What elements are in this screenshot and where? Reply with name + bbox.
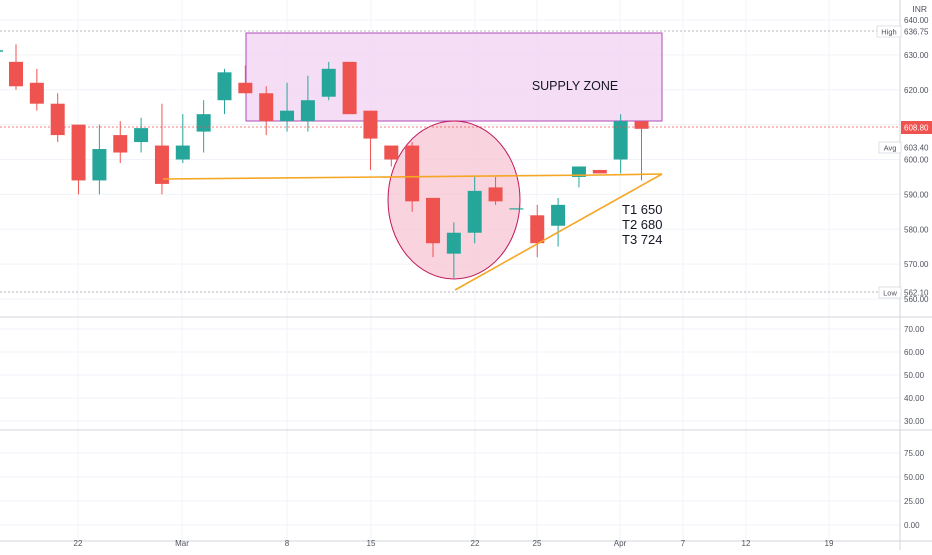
indicator-tick-label: 50.00 bbox=[904, 371, 925, 380]
candle-body bbox=[551, 204, 566, 226]
time-tick-label: 7 bbox=[681, 539, 686, 548]
candle-body bbox=[509, 208, 524, 210]
indicator-tick-label: 60.00 bbox=[904, 348, 925, 357]
price-tick-label: 620.00 bbox=[904, 86, 929, 95]
indicator-tick-label: 40.00 bbox=[904, 394, 925, 403]
rising-trendline bbox=[454, 173, 663, 291]
low-tag: Low 562.10 bbox=[878, 286, 929, 299]
low-tag-label: Low bbox=[883, 289, 897, 298]
time-tick-label: 19 bbox=[825, 539, 834, 548]
price-tick-label: 570.00 bbox=[904, 260, 929, 269]
candle-body bbox=[29, 82, 44, 104]
candle-body bbox=[113, 135, 128, 153]
time-tick-label: 8 bbox=[285, 539, 290, 548]
price-tick-label: 600.00 bbox=[904, 156, 929, 165]
indicator-tick-label: 75.00 bbox=[904, 449, 925, 458]
indicator-tick-label: 30.00 bbox=[904, 417, 925, 426]
candle-body bbox=[592, 169, 607, 174]
candle-body bbox=[342, 61, 357, 115]
time-tick-label: 25 bbox=[533, 539, 542, 548]
high-tag-box bbox=[876, 25, 902, 38]
candle-body bbox=[196, 114, 211, 132]
candle-body bbox=[92, 149, 107, 181]
support-line bbox=[162, 174, 603, 180]
candle-body bbox=[384, 145, 399, 160]
high-tag-value: 636.75 bbox=[904, 28, 929, 37]
time-tick-label: 15 bbox=[367, 539, 376, 548]
candle-body bbox=[405, 145, 420, 202]
candle-body bbox=[446, 232, 461, 254]
indicator-tick-label: 0.00 bbox=[904, 521, 920, 530]
candle-body bbox=[280, 110, 295, 122]
avg-tag-box bbox=[878, 141, 902, 154]
low-tag-box bbox=[878, 286, 902, 299]
target-2: T2 680 bbox=[622, 217, 662, 232]
candle-body bbox=[488, 187, 503, 202]
candle-body bbox=[530, 215, 545, 244]
candle-body bbox=[217, 72, 232, 101]
avg-tag-value: 603.40 bbox=[904, 144, 929, 153]
candle-body bbox=[154, 145, 169, 184]
last-price-value: 608.80 bbox=[904, 124, 929, 133]
indicator-tick-label: 50.00 bbox=[904, 473, 925, 482]
candle-body bbox=[9, 61, 23, 87]
candle-body bbox=[571, 166, 586, 177]
price-tick-label: 590.00 bbox=[904, 190, 929, 199]
time-tick-label: 22 bbox=[74, 539, 83, 548]
candle-body bbox=[50, 103, 65, 136]
high-tag-label: High bbox=[881, 28, 896, 37]
currency-label: INR bbox=[912, 4, 927, 14]
candle-body bbox=[300, 100, 315, 122]
candle-body bbox=[634, 121, 649, 129]
price-tick-label: 580.00 bbox=[904, 225, 929, 234]
candle-body bbox=[259, 93, 274, 122]
avg-tag-label: Avg bbox=[884, 144, 897, 153]
candles bbox=[0, 44, 649, 279]
price-tick-label: 560.00 bbox=[904, 295, 929, 304]
candle-body bbox=[426, 197, 440, 244]
indicator-tick-label: 25.00 bbox=[904, 497, 925, 506]
candle-body bbox=[71, 124, 86, 181]
trendline-extension bbox=[601, 173, 663, 176]
target-3: T3 724 bbox=[622, 232, 662, 247]
supply-zone-label: SUPPLY ZONE bbox=[532, 79, 618, 93]
last-price-box bbox=[901, 121, 932, 134]
candle-body bbox=[175, 145, 190, 160]
candle-body bbox=[467, 190, 482, 233]
candle-body bbox=[363, 110, 378, 139]
high-tag: High 636.75 bbox=[876, 25, 929, 38]
highlight-circle bbox=[387, 120, 521, 280]
low-tag-value: 562.10 bbox=[904, 289, 929, 298]
candle-body bbox=[134, 128, 149, 143]
indicator-tick-label: 70.00 bbox=[904, 325, 925, 334]
price-tick-label: 630.00 bbox=[904, 51, 929, 60]
candle-body bbox=[321, 68, 336, 97]
target-1: T1 650 bbox=[622, 202, 662, 217]
time-tick-label: Mar bbox=[175, 539, 189, 548]
last-price-tag: 608.80 bbox=[901, 121, 932, 134]
time-axis[interactable]: 22 Mar 8 15 22 25 Apr 7 12 19 bbox=[74, 539, 834, 548]
time-tick-label: Apr bbox=[614, 539, 627, 548]
price-axis[interactable]: 640.00630.00620.00610.00600.00590.00580.… bbox=[904, 16, 929, 304]
candle-body bbox=[238, 82, 253, 94]
supply-zone-rect bbox=[245, 32, 663, 122]
price-tick-label: 640.00 bbox=[904, 16, 929, 25]
avg-tag: Avg 603.40 bbox=[878, 141, 929, 154]
candle-body bbox=[613, 121, 628, 160]
indicator-axis-1[interactable]: 70.00 60.00 50.00 40.00 30.00 bbox=[904, 325, 925, 426]
time-tick-label: 22 bbox=[471, 539, 480, 548]
time-tick-label: 12 bbox=[742, 539, 751, 548]
indicator-axis-2[interactable]: 75.00 50.00 25.00 0.00 bbox=[904, 449, 925, 530]
